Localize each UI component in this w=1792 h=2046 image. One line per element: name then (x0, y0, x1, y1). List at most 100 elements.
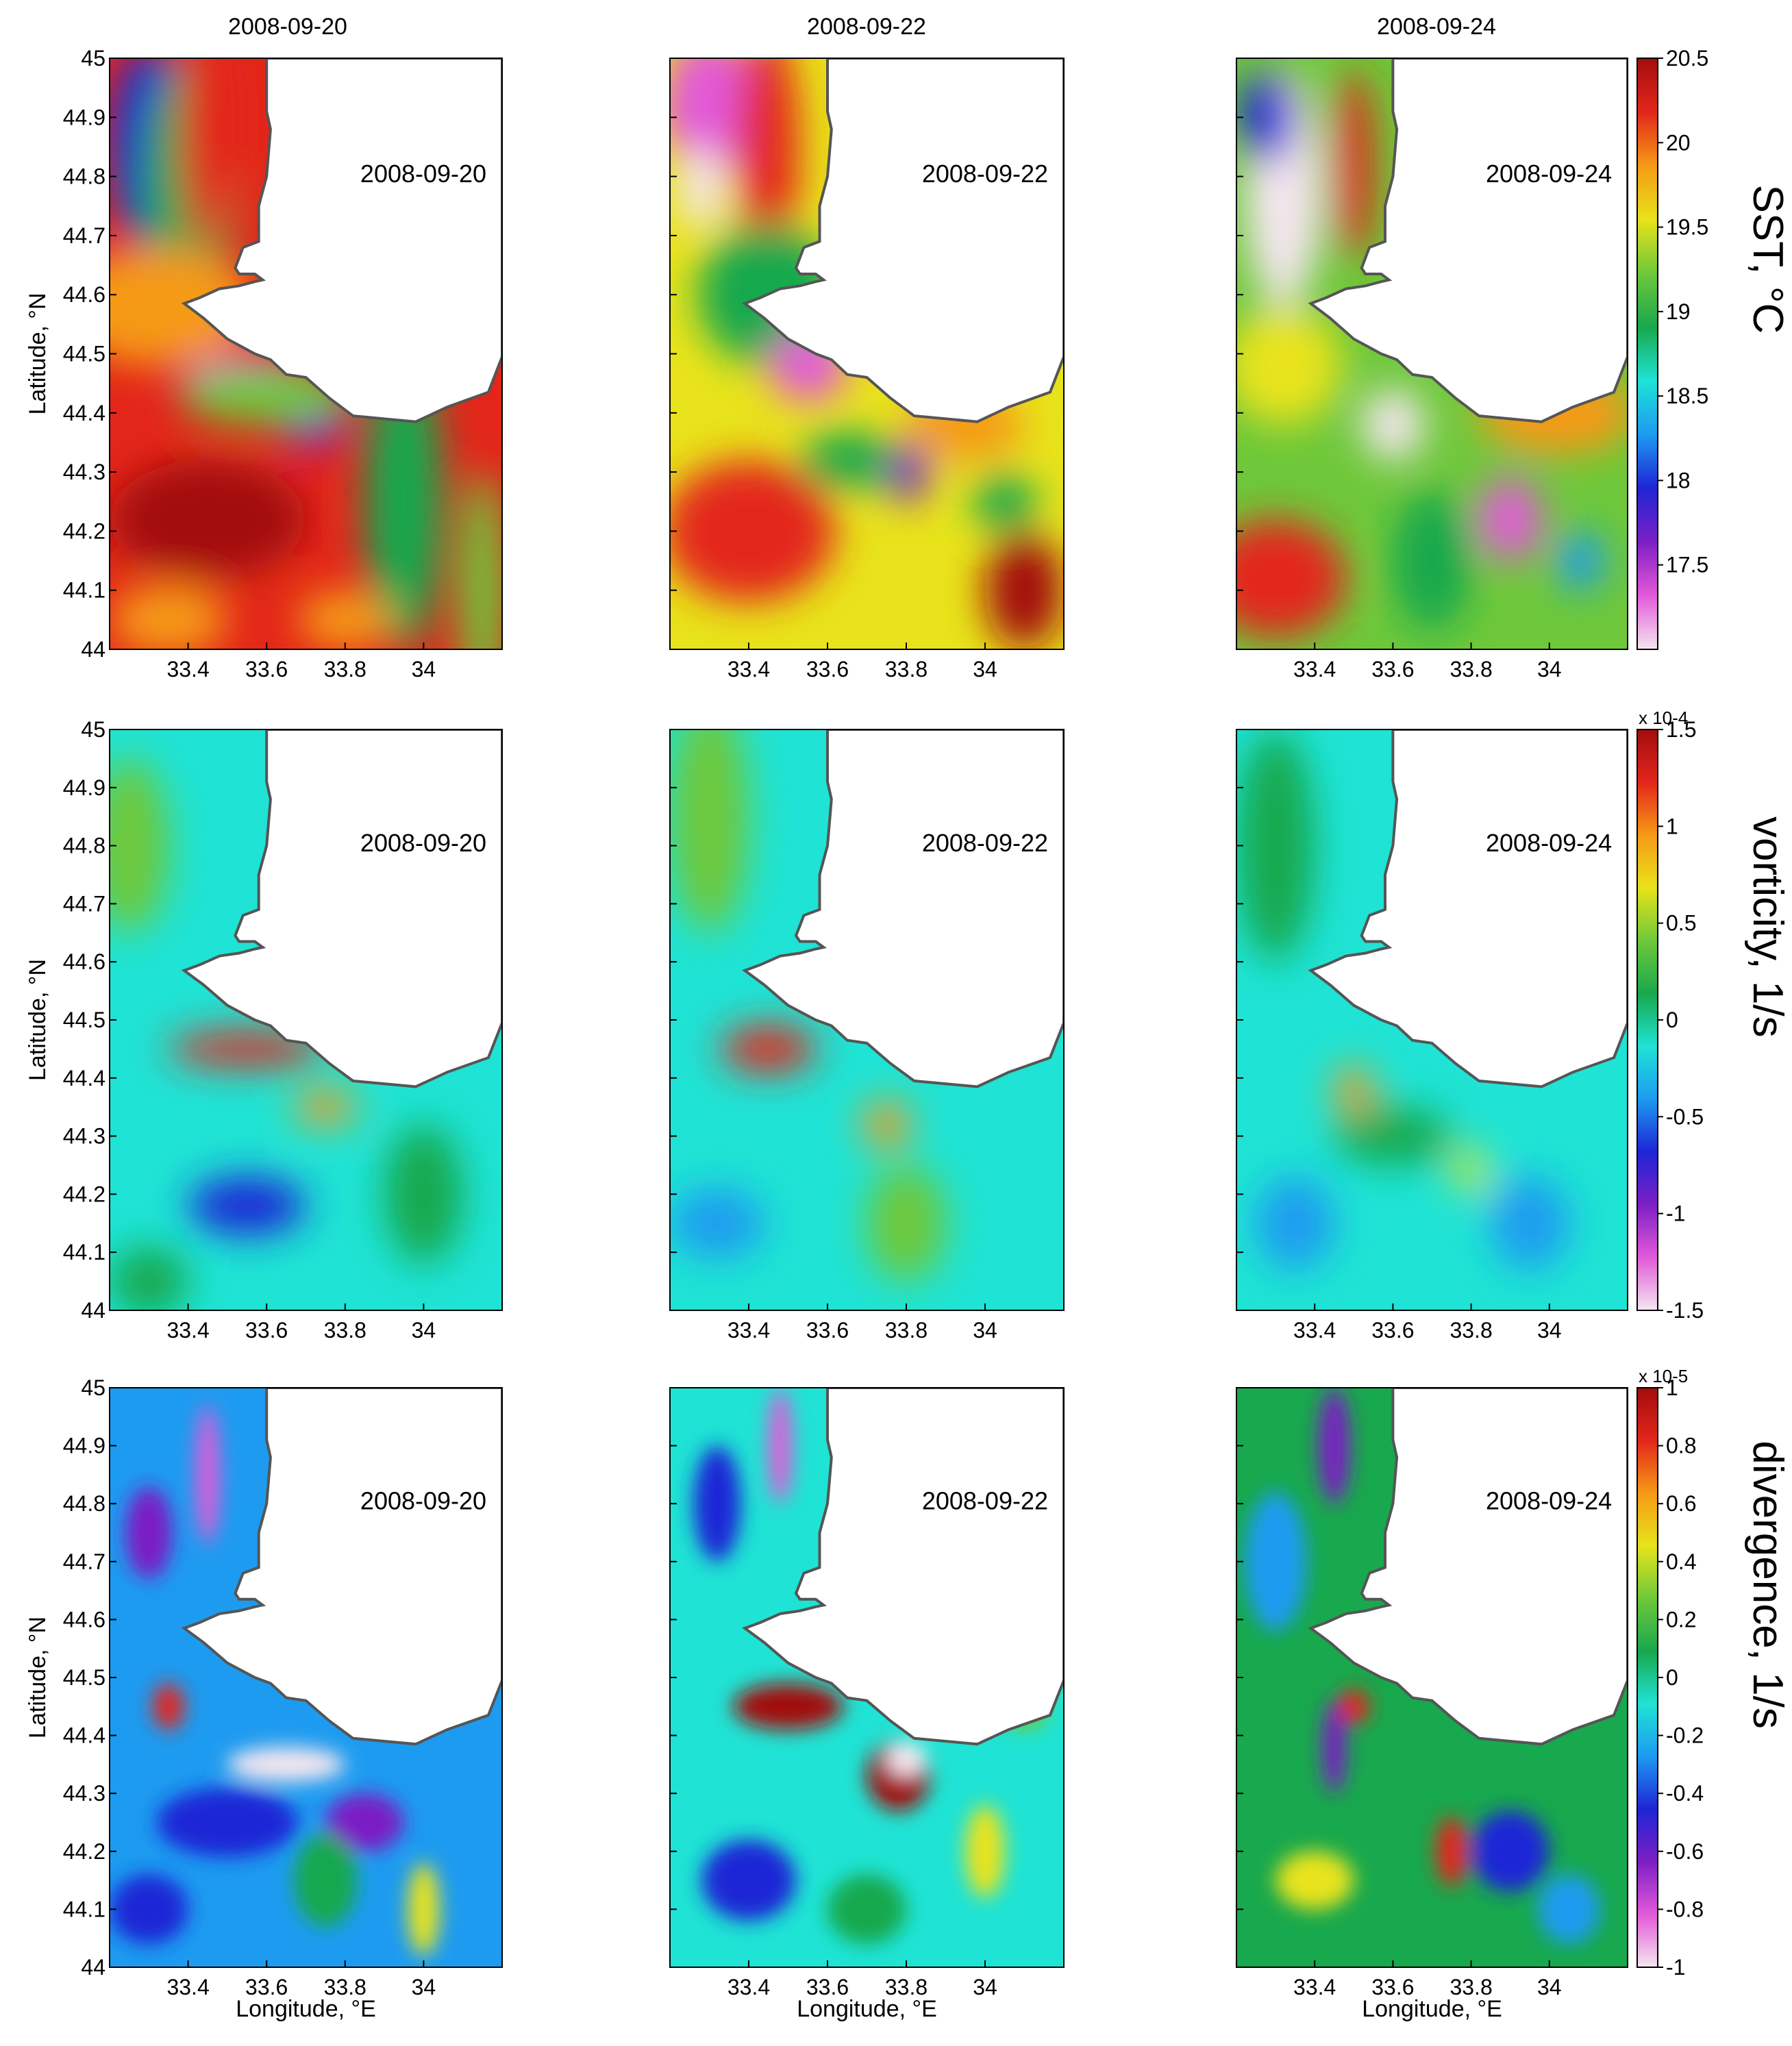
coastline (181, 1388, 502, 1746)
y-tick-label: 44.7 (63, 1549, 105, 1574)
field-feature (110, 460, 306, 579)
colorbar-tick-label: 19 (1666, 299, 1691, 324)
y-tick-label: 44.6 (63, 1607, 105, 1632)
field-feature (677, 147, 725, 230)
x-tick-label: 33.6 (806, 1318, 849, 1343)
panels: 33.4 33.6 33.8 34 44 44.1 44.2 44.3 44.4 44.5 44.6… (25, 46, 1628, 2022)
field-feature (125, 1486, 173, 1580)
coastline (742, 729, 1064, 1088)
coastline (742, 1388, 1064, 1746)
colorbar-title: divergence, 1/s (1744, 1440, 1791, 1728)
field-feature (985, 531, 1064, 649)
field-feature (882, 442, 930, 502)
field-feature (110, 1246, 188, 1310)
panel-vorticity-2: 33.4 33.6 33.8 34 2008-09-22 (669, 729, 1065, 1343)
colorbar-tick-label: -0.4 (1666, 1781, 1704, 1806)
field-feature (294, 1089, 357, 1125)
field-feature (1338, 1688, 1370, 1724)
coastline (1308, 58, 1628, 423)
y-tick-label: 44.6 (63, 949, 105, 974)
x-tick-label: 33.4 (727, 657, 770, 682)
coastline (181, 58, 502, 423)
x-tick-label: 33.8 (1449, 657, 1492, 682)
field-feature (1436, 1817, 1467, 1886)
colorbar-tick-label: -0.8 (1666, 1897, 1704, 1921)
y-tick-label: 44.4 (63, 1723, 105, 1748)
field-feature (227, 1747, 345, 1782)
column-title-3: 2008-09-24 (1377, 14, 1496, 40)
column-titles: 2008-09-20 2008-09-22 2008-09-24 (228, 14, 1496, 40)
field-feature (1275, 1851, 1354, 1910)
field-feature (1256, 1176, 1334, 1270)
x-tick-label: 33.6 (245, 657, 288, 682)
colorbar-tick-label: 20 (1666, 130, 1691, 155)
colorbar-scale (1637, 1387, 1658, 1968)
y-tick-label: 44.8 (63, 164, 105, 189)
field-feature (153, 1683, 184, 1730)
x-tick-label: 33.6 (245, 1975, 288, 1999)
colorbar-tick-label: 1 (1666, 1375, 1678, 1400)
field-feature (1334, 70, 1373, 260)
colorbar-sst: 17.5 18 18.5 19 19.5 20 20.5 SST, °C (1637, 46, 1791, 650)
colorbar-tick-label: -1 (1666, 1955, 1685, 1980)
y-tick-label: 44.1 (63, 578, 105, 603)
field-feature (294, 1834, 357, 1927)
x-tick-label: 33.6 (245, 1318, 288, 1343)
field-feature (458, 472, 502, 649)
x-tick-label: 34 (1537, 1975, 1562, 1999)
x-tick-label: 33.4 (1293, 1318, 1336, 1343)
colorbar-tick-label: 0.6 (1666, 1491, 1696, 1516)
field-feature (965, 1805, 1005, 1898)
panel-date-label: 2008-09-20 (360, 160, 486, 188)
field-feature (110, 247, 255, 366)
field-feature (1393, 489, 1471, 632)
field-feature (1491, 1176, 1569, 1270)
panel-date-label: 2008-09-24 (1486, 1487, 1612, 1515)
y-tick-label: 44 (81, 637, 105, 662)
field-feature (298, 590, 393, 649)
colorbar-tick-label: 0.2 (1666, 1607, 1696, 1632)
field-feature (670, 460, 836, 602)
x-tick-label: 34 (973, 1318, 997, 1343)
x-tick-label: 33.4 (166, 657, 209, 682)
colorbar-tick-label: 0.5 (1666, 911, 1696, 936)
y-tick-label: 44.4 (63, 401, 105, 425)
field-feature (693, 1445, 741, 1562)
colorbar-scale (1637, 729, 1658, 1311)
field-feature (1455, 1147, 1487, 1195)
field-feature (1471, 1810, 1550, 1893)
colorbar-tick-label: 17.5 (1666, 553, 1708, 577)
y-tick-label: 44.5 (63, 1665, 105, 1690)
x-tick-label: 33.6 (806, 1975, 849, 1999)
x-tick-label: 33.4 (727, 1975, 770, 1999)
x-axis-label: Longitude, °E (236, 1996, 376, 2022)
y-tick-label: 44.9 (63, 1434, 105, 1458)
coastline (1308, 729, 1628, 1088)
field-feature (110, 758, 169, 933)
x-tick-label: 33.4 (166, 1975, 209, 1999)
panel-vorticity-3: 33.4 33.6 33.8 34 2008-09-24 (1236, 729, 1628, 1343)
colorbar-scale (1637, 58, 1658, 650)
y-axis-label: Latitude, °N (25, 1617, 51, 1738)
colorbar-title: vorticity, 1/s (1744, 816, 1791, 1038)
field-feature (973, 472, 1036, 532)
y-tick-label: 44.6 (63, 282, 105, 307)
field-feature (670, 1188, 764, 1258)
y-tick-label: 44.5 (63, 342, 105, 366)
field-feature (1361, 389, 1425, 460)
panel-date-label: 2008-09-24 (1486, 829, 1612, 857)
panel-divergence-3: 33.4 33.6 33.8 34 2008-09-24 Longitude, °E (1236, 1387, 1628, 2022)
x-tick-label: 33.8 (1449, 1318, 1492, 1343)
field-feature (670, 729, 749, 933)
panel-divergence-2: 33.4 33.6 33.8 34 2008-09-22 Longitude, °E (669, 1387, 1065, 2022)
x-tick-label: 34 (973, 657, 997, 682)
colorbar-tick-label: 1.5 (1666, 717, 1696, 742)
x-tick-label: 33.4 (1293, 1975, 1336, 1999)
x-axis-label: Longitude, °E (1362, 1996, 1502, 2022)
field-feature (799, 430, 895, 490)
colorbar-tick-label: 0 (1666, 1008, 1678, 1032)
panel-date-label: 2008-09-24 (1486, 160, 1612, 188)
x-tick-label: 34 (412, 657, 436, 682)
x-tick-label: 33.8 (324, 1318, 366, 1343)
field-feature (408, 1862, 440, 1956)
